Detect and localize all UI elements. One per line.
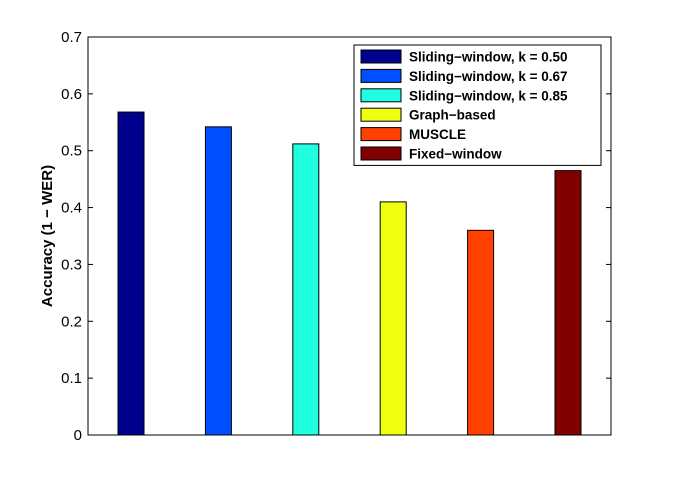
legend-swatch — [360, 107, 402, 122]
legend-label: Sliding−window, k = 0.85 — [409, 88, 568, 103]
legend-swatch — [360, 146, 402, 161]
y-tick-label: 0.1 — [61, 370, 82, 387]
y-tick-label: 0.6 — [61, 86, 82, 103]
y-tick-label: 0.7 — [61, 29, 82, 46]
bar — [117, 111, 145, 436]
legend-label: MUSCLE — [409, 127, 466, 142]
bar — [554, 170, 582, 436]
y-tick-label: 0.3 — [61, 256, 82, 273]
bar — [379, 201, 407, 436]
bar — [292, 143, 320, 436]
legend-label: Fixed−window — [409, 147, 502, 162]
plot-frame — [87, 36, 612, 436]
legend-swatch — [360, 127, 402, 142]
y-tick-label: 0.2 — [61, 313, 82, 330]
legend-swatch — [360, 88, 402, 103]
legend-box — [353, 44, 602, 166]
bars-group — [117, 111, 582, 436]
y-axis: 0 0.1 0.2 0.3 0.4 0.5 0.6 0.7 — [61, 29, 611, 444]
bar — [467, 229, 495, 436]
legend-swatch — [360, 68, 402, 83]
y-tick-label: 0.5 — [61, 143, 82, 160]
y-tick-label: 0.4 — [61, 200, 82, 217]
legend-swatch — [360, 49, 402, 64]
bar — [204, 126, 232, 436]
legend: Sliding−window, k = 0.50 Sliding−window, … — [353, 44, 602, 166]
legend-label: Sliding−window, k = 0.67 — [409, 69, 568, 84]
legend-label: Graph−based — [409, 108, 496, 123]
y-axis-label: Accuracy (1 − WER) — [39, 165, 56, 307]
y-tick-label: 0 — [74, 427, 82, 444]
legend-label: Sliding−window, k = 0.50 — [409, 50, 568, 65]
